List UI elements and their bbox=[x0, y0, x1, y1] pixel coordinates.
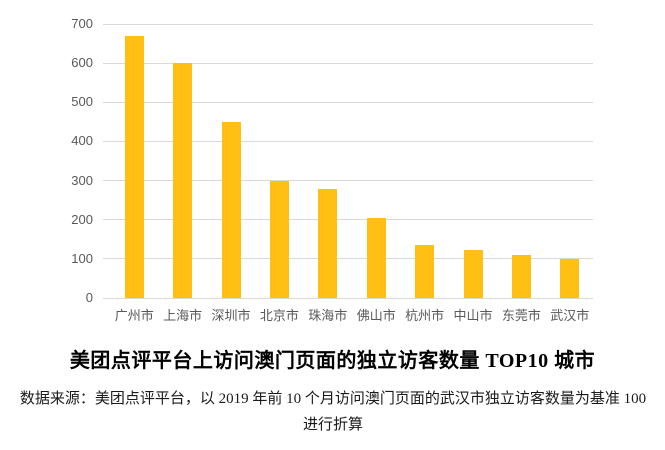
gridline bbox=[103, 219, 593, 221]
y-tick-label: 600 bbox=[71, 55, 93, 71]
gridline bbox=[103, 101, 593, 103]
source-note: 数据来源：美团点评平台，以 2019 年前 10 个月访问澳门页面的武汉市独立访… bbox=[19, 391, 647, 433]
x-tick-label: 东莞市 bbox=[501, 308, 541, 323]
gridline bbox=[103, 140, 593, 142]
y-tick-label: 500 bbox=[71, 94, 93, 110]
x-tick-label: 佛山市 bbox=[356, 308, 396, 323]
bar bbox=[560, 258, 580, 298]
gridline bbox=[103, 297, 593, 299]
gridline bbox=[103, 62, 593, 64]
bar-chart: 0 100 200 300 400 500 600 700 广州市 上海市 深圳市 北京市 珠海市 佛山市… bbox=[71, 16, 593, 323]
bar bbox=[173, 63, 193, 298]
bar bbox=[221, 121, 241, 298]
x-tick-label: 杭州市 bbox=[405, 308, 445, 323]
bar bbox=[318, 189, 338, 298]
y-tick-label: 100 bbox=[71, 250, 93, 266]
x-tick-label: 广州市 bbox=[114, 308, 154, 323]
gridline bbox=[103, 23, 593, 25]
bar bbox=[269, 181, 289, 298]
bar bbox=[366, 217, 386, 298]
gridline bbox=[103, 258, 593, 260]
y-tick-label: 400 bbox=[71, 133, 93, 149]
y-tick-label: 300 bbox=[71, 172, 93, 188]
bar bbox=[124, 35, 144, 298]
x-tick-label: 深圳市 bbox=[211, 308, 251, 323]
x-tick-label: 武汉市 bbox=[550, 308, 590, 323]
bar bbox=[463, 250, 483, 298]
y-tick-label: 200 bbox=[71, 211, 93, 227]
y-tick-label: 700 bbox=[71, 16, 93, 31]
x-tick-label: 上海市 bbox=[163, 308, 203, 323]
x-tick-label: 北京市 bbox=[259, 308, 299, 323]
chart-title: 美团点评平台上访问澳门页面的独立访客数量 TOP10 城市 bbox=[69, 350, 596, 372]
gridline bbox=[103, 180, 593, 182]
bar bbox=[415, 245, 435, 298]
bar bbox=[511, 254, 531, 298]
y-tick-label: 0 bbox=[85, 290, 93, 305]
x-tick-label: 珠海市 bbox=[308, 308, 348, 323]
x-tick-label: 中山市 bbox=[453, 308, 493, 323]
